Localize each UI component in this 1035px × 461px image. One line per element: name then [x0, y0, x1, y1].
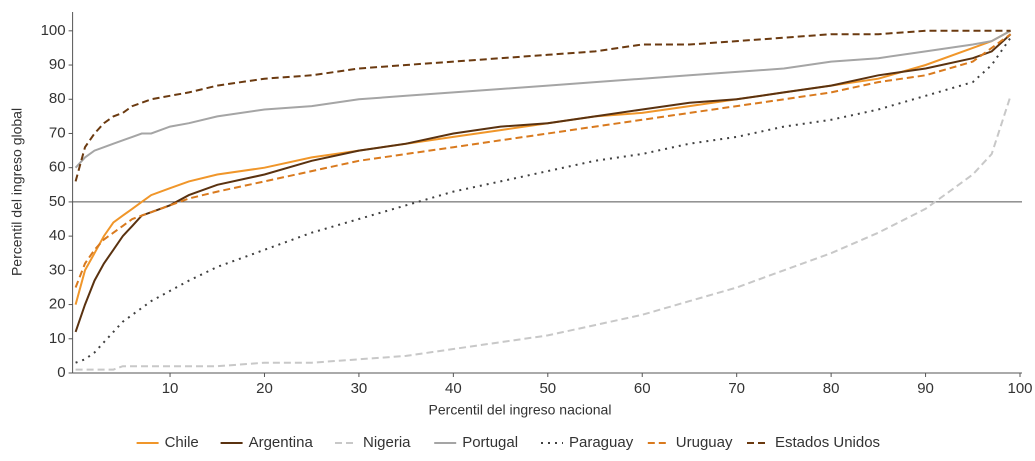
x-tick-label: 50	[539, 380, 556, 397]
x-tick-label: 60	[634, 380, 651, 397]
y-tick-label: 70	[49, 124, 66, 141]
x-tick-label: 90	[917, 380, 934, 397]
x-axis-label: Percentil del ingreso nacional	[429, 402, 612, 418]
series-line	[74, 29, 1012, 169]
x-tick-label: 40	[445, 380, 462, 397]
series-line	[74, 29, 1011, 182]
y-tick-label: 50	[49, 193, 66, 210]
series-line	[74, 33, 1012, 288]
y-tick-label: 10	[49, 330, 66, 347]
y-tick-label: 0	[57, 364, 65, 381]
y-tick-label: 20	[49, 296, 66, 313]
y-tick-label: 80	[49, 90, 66, 107]
legend-label: Argentina	[249, 434, 314, 451]
y-tick-label: 100	[41, 22, 66, 39]
y-axis-label: Percentil del ingreso global	[9, 108, 25, 276]
legend-label: Nigeria	[363, 434, 411, 451]
series-line	[74, 33, 1012, 333]
y-tick-label: 30	[49, 261, 66, 278]
x-tick-label: 30	[351, 380, 368, 397]
x-tick-label: 20	[256, 380, 273, 397]
legend-label: Estados Unidos	[775, 434, 880, 451]
y-tick-label: 40	[49, 227, 66, 244]
series-line	[75, 95, 1012, 371]
legend-label: Chile	[165, 434, 199, 451]
x-tick-label: 70	[728, 380, 745, 397]
x-tick-label: 10	[162, 380, 179, 397]
legend-label: Portugal	[462, 434, 518, 451]
x-tick-label: 100	[1007, 380, 1032, 397]
legend-label: Uruguay	[676, 434, 733, 451]
series-line	[75, 37, 1012, 364]
x-tick-label: 80	[823, 380, 840, 397]
y-tick-label: 60	[49, 159, 66, 176]
series-line	[74, 29, 1012, 305]
y-tick-label: 90	[49, 56, 66, 73]
legend-label: Paraguay	[569, 434, 634, 451]
